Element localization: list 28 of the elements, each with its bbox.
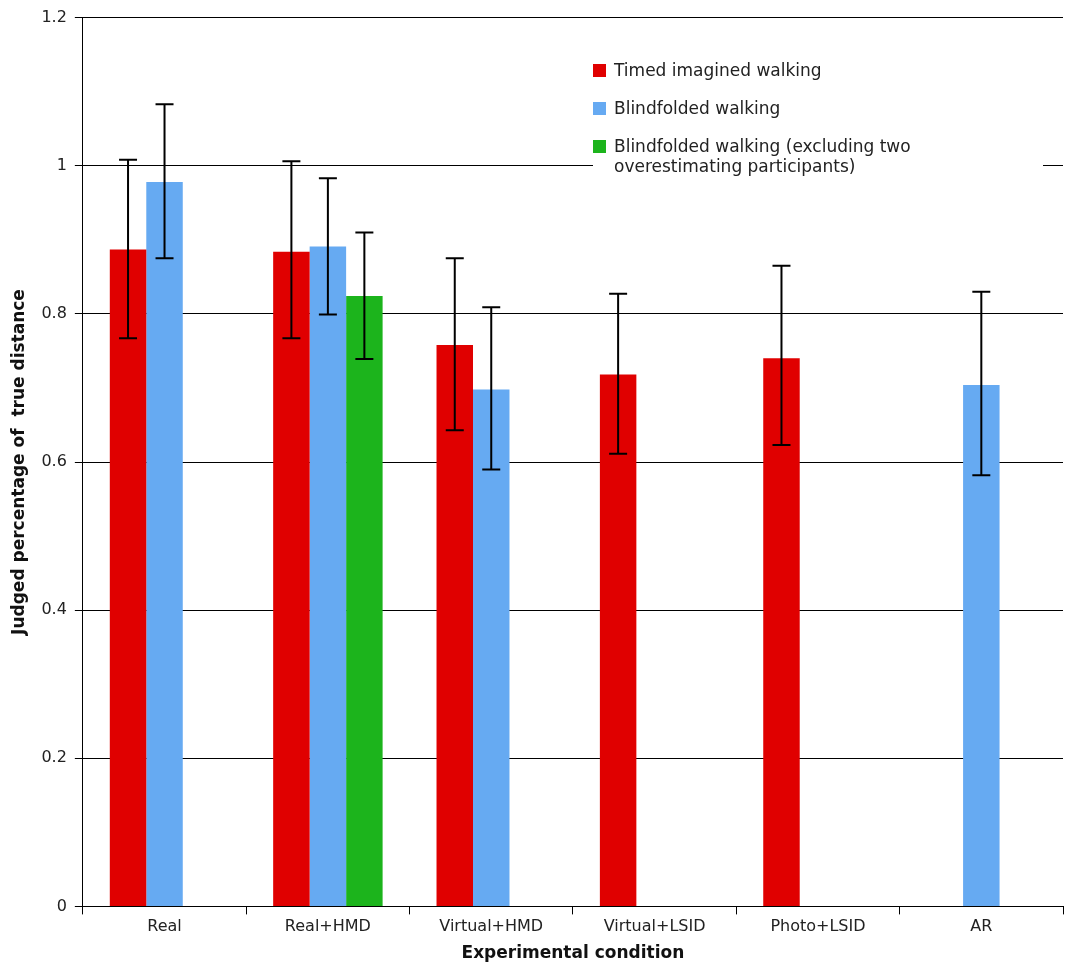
y-tick-label: 0.4 <box>41 599 67 619</box>
x-tick-label: Virtual+HMD <box>439 916 544 936</box>
bar <box>346 296 383 906</box>
bar <box>963 384 1000 906</box>
bar <box>309 246 347 906</box>
y-tick-label: 0.2 <box>41 747 67 767</box>
x-tick-label: Photo+LSID <box>770 916 866 936</box>
bar <box>763 358 800 906</box>
bar <box>109 249 147 906</box>
y-axis-title: Judged percentage of true distance <box>7 289 28 636</box>
legend-label: Timed imagined walking <box>614 59 822 80</box>
legend-label: Blindfolded walking <box>614 97 781 118</box>
y-tick-label: 0.8 <box>41 303 67 323</box>
x-tick-label: AR <box>970 916 993 936</box>
bar <box>599 374 637 906</box>
bar <box>436 344 473 906</box>
bar <box>146 182 183 906</box>
y-tick-label: 1 <box>56 154 67 174</box>
legend-label: Blindfolded walking (excluding two overestimating participants) <box>614 135 912 176</box>
x-tick-label: Real+HMD <box>284 916 371 936</box>
x-tick-label: Virtual+LSID <box>603 916 706 936</box>
x-axis-title: Experimental condition <box>461 942 685 963</box>
y-tick-label: 0.6 <box>41 451 67 471</box>
bar <box>273 251 310 906</box>
bar <box>473 389 510 906</box>
x-tick-label: Real <box>147 916 182 936</box>
y-tick-label: 1.2 <box>41 6 67 26</box>
y-tick-label: 0 <box>56 895 67 915</box>
